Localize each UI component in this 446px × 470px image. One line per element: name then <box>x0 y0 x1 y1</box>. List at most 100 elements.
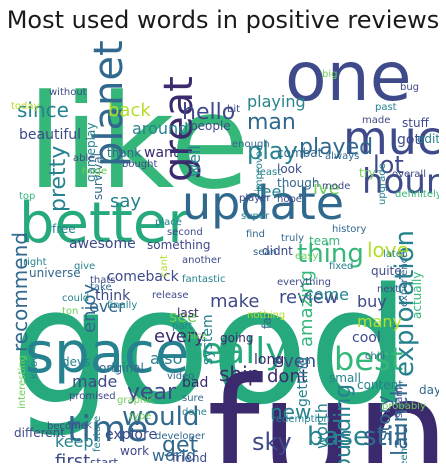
word-enough: enough <box>232 139 270 150</box>
word-played: played <box>299 135 373 160</box>
word-cool: cool <box>352 330 381 346</box>
word-content: content <box>357 378 403 392</box>
word-without: without <box>49 87 87 98</box>
word-thank: thank <box>107 146 141 160</box>
word-story: story <box>374 395 395 441</box>
word-next: next <box>377 284 399 295</box>
word-ive: ive <box>313 178 340 199</box>
word-interesting: interesting <box>17 355 28 409</box>
word-look: look <box>277 162 302 176</box>
word-able: able <box>73 153 94 164</box>
word-love: love <box>367 238 409 262</box>
word-video: video <box>167 371 194 382</box>
word-overall: overall <box>392 169 426 180</box>
word-top: top <box>19 191 35 202</box>
word-cloud: likegoodfunonebetterspaceupdatetimemuchh… <box>7 37 439 463</box>
word-exploration: exploration <box>390 230 420 377</box>
word-graphic: graphic <box>117 395 155 406</box>
word-release: release <box>152 290 188 301</box>
word-definitely: definitely <box>395 189 439 200</box>
word-since: since <box>17 98 69 122</box>
word-every: every <box>154 326 205 347</box>
word-going: going <box>220 331 254 345</box>
word-part: part <box>172 321 193 332</box>
word-bad: bad <box>182 375 208 391</box>
word-keep: keep <box>55 432 94 451</box>
word-team: team <box>309 234 340 248</box>
word-see: see <box>169 307 197 326</box>
word-ton: ton <box>62 306 78 317</box>
word-many: many <box>357 312 402 331</box>
word-beautiful: beautiful <box>19 127 81 143</box>
word-another: another <box>182 255 222 266</box>
word-back: back <box>108 100 151 121</box>
word-bit: bit <box>227 104 240 115</box>
word-come: come <box>305 285 349 304</box>
word-super: super <box>241 211 270 222</box>
word-place: place <box>155 217 182 228</box>
word-thats: thats <box>90 275 116 286</box>
word-fixed: fixed <box>329 261 353 272</box>
word-nice: nice <box>187 331 208 342</box>
word-past: past <box>375 102 397 113</box>
word-took: took <box>70 420 92 431</box>
word-awesome: awesome <box>69 236 136 252</box>
word-would: would <box>122 402 199 432</box>
word-ship: ship <box>219 362 260 386</box>
word-seen: seen <box>399 448 410 463</box>
word-redemption: redemption <box>272 414 330 425</box>
word-make: make <box>210 291 259 312</box>
word-work: work <box>120 444 149 458</box>
word-try: try <box>359 166 376 180</box>
word-made: made <box>72 372 117 391</box>
word-something: something <box>147 238 211 252</box>
word-man: man <box>247 110 296 135</box>
word-different: different <box>14 426 65 440</box>
word-chill: chill <box>365 351 385 362</box>
word-say: say <box>110 191 141 212</box>
word-system: system <box>200 314 216 365</box>
word-feature: feature <box>92 416 103 452</box>
word-good: good <box>11 253 410 440</box>
word-take: take <box>90 282 112 293</box>
word-upgrade: upgrade <box>377 163 388 205</box>
word-cant: cant <box>159 255 170 277</box>
word-combat: combat <box>277 146 323 160</box>
word-update: update <box>182 176 344 230</box>
word-universe: universe <box>29 266 81 280</box>
word-could: could <box>62 293 89 304</box>
word-huge: huge <box>82 166 107 177</box>
word-also: also <box>150 349 182 368</box>
word-always: always <box>325 151 359 162</box>
word-devs: devs <box>62 355 90 369</box>
word-dont: dont <box>267 366 308 387</box>
word-quite: quite <box>371 264 402 278</box>
word-actually: actually <box>410 272 424 319</box>
word-probably: probably <box>382 401 426 412</box>
word-long: long <box>254 352 284 368</box>
word-worth: worth <box>312 403 331 449</box>
word-comeback: comeback <box>107 269 180 285</box>
word-everything: everything <box>277 277 331 288</box>
word-really: really <box>187 331 287 372</box>
word-edit: edit <box>417 132 439 146</box>
word-type: type <box>129 411 151 422</box>
word-review: review <box>279 287 339 308</box>
word-stuff: stuff <box>402 116 430 130</box>
word-building: building <box>331 384 356 463</box>
word-last: last <box>177 306 199 320</box>
word-small: small <box>329 371 361 385</box>
word-hour: hour <box>362 162 439 202</box>
word-base: base <box>307 422 369 452</box>
word-free: free <box>52 222 76 236</box>
word-far: far <box>260 312 274 329</box>
word-survival: survival <box>91 153 105 200</box>
word-even: even <box>272 351 316 372</box>
word-lot: lot <box>373 151 404 179</box>
word-get: get <box>162 433 199 458</box>
word-least: least <box>257 167 281 178</box>
word-pretty: pretty <box>46 146 71 212</box>
word-want: want <box>144 145 179 161</box>
word-become: become <box>47 421 87 432</box>
word-launch: launch <box>388 382 413 456</box>
